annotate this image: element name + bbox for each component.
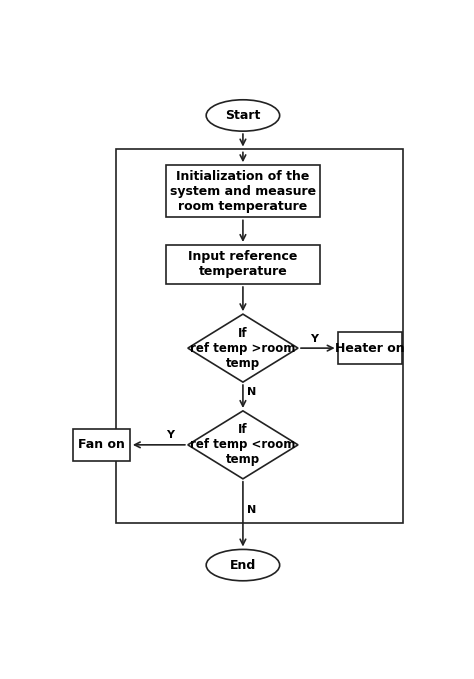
Bar — [166, 165, 320, 217]
Bar — [166, 245, 320, 284]
Polygon shape — [188, 411, 298, 479]
Text: Initialization of the
system and measure
room temperature: Initialization of the system and measure… — [170, 170, 316, 213]
Text: N: N — [247, 387, 257, 397]
Bar — [73, 429, 130, 460]
Ellipse shape — [206, 549, 280, 581]
Bar — [337, 333, 402, 364]
Text: If
ref temp <room
temp: If ref temp <room temp — [190, 423, 296, 466]
Text: Y: Y — [166, 430, 174, 441]
Text: Y: Y — [310, 333, 319, 344]
Text: N: N — [247, 505, 257, 515]
Bar — [116, 149, 403, 524]
Ellipse shape — [206, 100, 280, 131]
Text: Input reference
temperature: Input reference temperature — [188, 251, 298, 278]
Text: If
ref temp >room
temp: If ref temp >room temp — [190, 327, 296, 369]
Text: Start: Start — [225, 109, 261, 122]
Text: End: End — [230, 559, 256, 572]
Text: Heater on: Heater on — [335, 342, 404, 354]
Polygon shape — [188, 314, 298, 382]
Text: Fan on: Fan on — [78, 439, 125, 452]
